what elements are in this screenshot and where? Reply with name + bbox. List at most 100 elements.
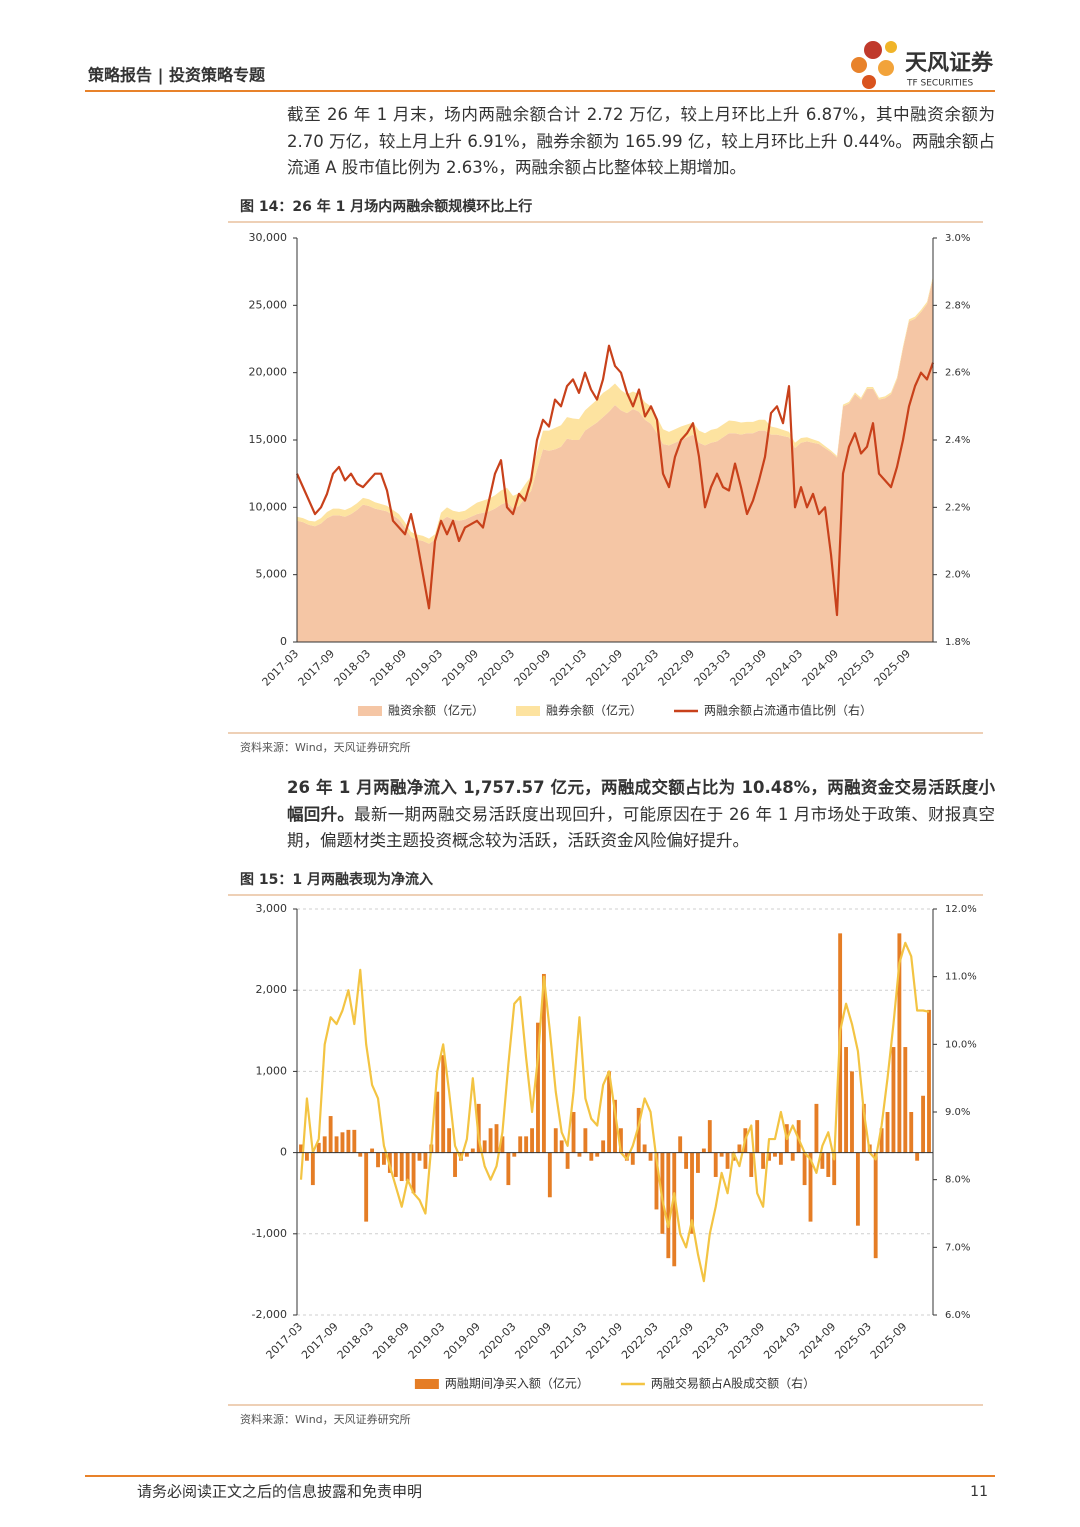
bar — [299, 1144, 303, 1153]
bar — [725, 1152, 730, 1169]
legend-item: 两融期间净买入额（亿元） — [414, 1376, 589, 1391]
bar — [690, 1152, 694, 1234]
x-tick-label: 2025-09 — [868, 1320, 910, 1362]
x-tick-label: 2024-03 — [764, 647, 806, 689]
bar — [719, 1152, 724, 1157]
bar — [808, 1152, 813, 1222]
bar — [832, 1152, 837, 1186]
bar — [304, 1152, 309, 1161]
bar — [654, 1152, 659, 1210]
bar — [559, 1140, 564, 1153]
y2-tick-label: 2.8% — [945, 300, 970, 311]
bar — [577, 1152, 582, 1157]
x-tick-label: 2019-09 — [440, 647, 482, 689]
x-tick-label: 2021-03 — [548, 1320, 590, 1362]
bar — [749, 1152, 754, 1177]
x-tick-label: 2020-09 — [512, 1320, 554, 1362]
x-tick-label: 2024-09 — [797, 1320, 839, 1362]
bar — [447, 1128, 452, 1153]
y2-tick-label: 2.0% — [945, 570, 970, 581]
bar — [488, 1128, 493, 1153]
bar — [678, 1136, 683, 1153]
y-tick-label: 3,000 — [256, 902, 288, 915]
source-note: 资料来源：Wind，天风证券研究所 — [240, 740, 411, 754]
bar — [755, 1120, 760, 1153]
bar — [891, 1047, 896, 1153]
x-tick-label: 2025-03 — [832, 1320, 874, 1362]
y2-tick-label: 10.0% — [945, 1039, 977, 1050]
bar — [921, 1095, 926, 1153]
x-tick-label: 2018-09 — [370, 1320, 412, 1362]
x-tick-label: 2023-03 — [692, 647, 734, 689]
bar — [382, 1152, 386, 1165]
bar — [761, 1152, 766, 1169]
y2-tick-label: 8.0% — [945, 1175, 970, 1186]
bar — [322, 1136, 327, 1153]
x-tick-label: 2023-09 — [728, 647, 770, 689]
bar — [565, 1152, 570, 1169]
bar — [464, 1152, 469, 1157]
header-section: 策略报告 | 投资策略专题 — [87, 66, 266, 86]
bar — [524, 1136, 529, 1153]
bar — [707, 1120, 712, 1153]
bar — [364, 1152, 369, 1222]
legend-item: 融券余额（亿元） — [515, 703, 642, 718]
legend-item: 两融交易额占A股成交额（右） — [620, 1376, 815, 1391]
legend-swatch — [515, 706, 540, 716]
legend-label: 两融交易额占A股成交额（右） — [651, 1376, 815, 1391]
bar — [518, 1136, 523, 1153]
x-tick-label: 2017-09 — [296, 647, 338, 689]
x-tick-label: 2017-03 — [264, 1320, 306, 1362]
area — [297, 278, 933, 642]
bar — [376, 1152, 380, 1168]
bar — [553, 1128, 558, 1153]
y-tick-label: -2,000 — [252, 1308, 287, 1321]
line — [295, 344, 935, 617]
y2-tick-label: 1.8% — [945, 637, 970, 648]
bar — [470, 1148, 475, 1153]
bar — [802, 1152, 807, 1186]
x-tick-label: 2023-09 — [726, 1320, 768, 1362]
x-tick-label: 2023-03 — [690, 1320, 732, 1362]
x-tick-label: 2019-03 — [404, 647, 446, 689]
bar — [618, 1128, 623, 1153]
y2-tick-label: 11.0% — [945, 972, 977, 983]
bar — [352, 1129, 357, 1153]
bar — [334, 1136, 339, 1153]
y-tick-label: 30,000 — [249, 231, 288, 244]
logo-petal — [862, 75, 876, 89]
bar — [328, 1116, 333, 1153]
logo-subtitle: TF SECURITIES — [906, 79, 974, 89]
bar — [595, 1152, 600, 1157]
bar — [512, 1152, 517, 1157]
bar — [737, 1144, 742, 1153]
y-tick-label: -1,000 — [252, 1227, 287, 1240]
y-tick-label: 2,000 — [256, 983, 288, 996]
bar — [826, 1152, 831, 1177]
legend-swatch — [357, 706, 382, 716]
x-tick-label: 2024-03 — [761, 1320, 803, 1362]
bar — [909, 1112, 914, 1153]
bar — [571, 1112, 576, 1153]
bar — [370, 1148, 375, 1153]
bar — [778, 1152, 783, 1165]
bar — [648, 1152, 653, 1161]
logo-petal — [885, 41, 897, 53]
y2-tick-label: 3.0% — [945, 233, 970, 244]
bar — [903, 1047, 908, 1153]
x-tick-label: 2020-03 — [476, 647, 518, 689]
legend-label: 融券余额（亿元） — [546, 703, 642, 718]
bar — [636, 1107, 641, 1153]
x-tick-label: 2018-03 — [335, 1320, 377, 1362]
bar — [399, 1152, 404, 1182]
source-note: 资料来源：Wind，天风证券研究所 — [240, 1412, 411, 1426]
bar — [530, 1128, 534, 1153]
bar — [601, 1140, 606, 1153]
paragraph: 截至 26 年 1 月末，场内两融余额合计 2.72 万亿，较上月环比上升 6.… — [287, 105, 995, 177]
x-tick-label: 2025-03 — [836, 647, 878, 689]
bar — [417, 1152, 422, 1161]
bar — [541, 973, 546, 1153]
y-tick-label: 5,000 — [256, 568, 288, 581]
bar — [411, 1152, 416, 1194]
